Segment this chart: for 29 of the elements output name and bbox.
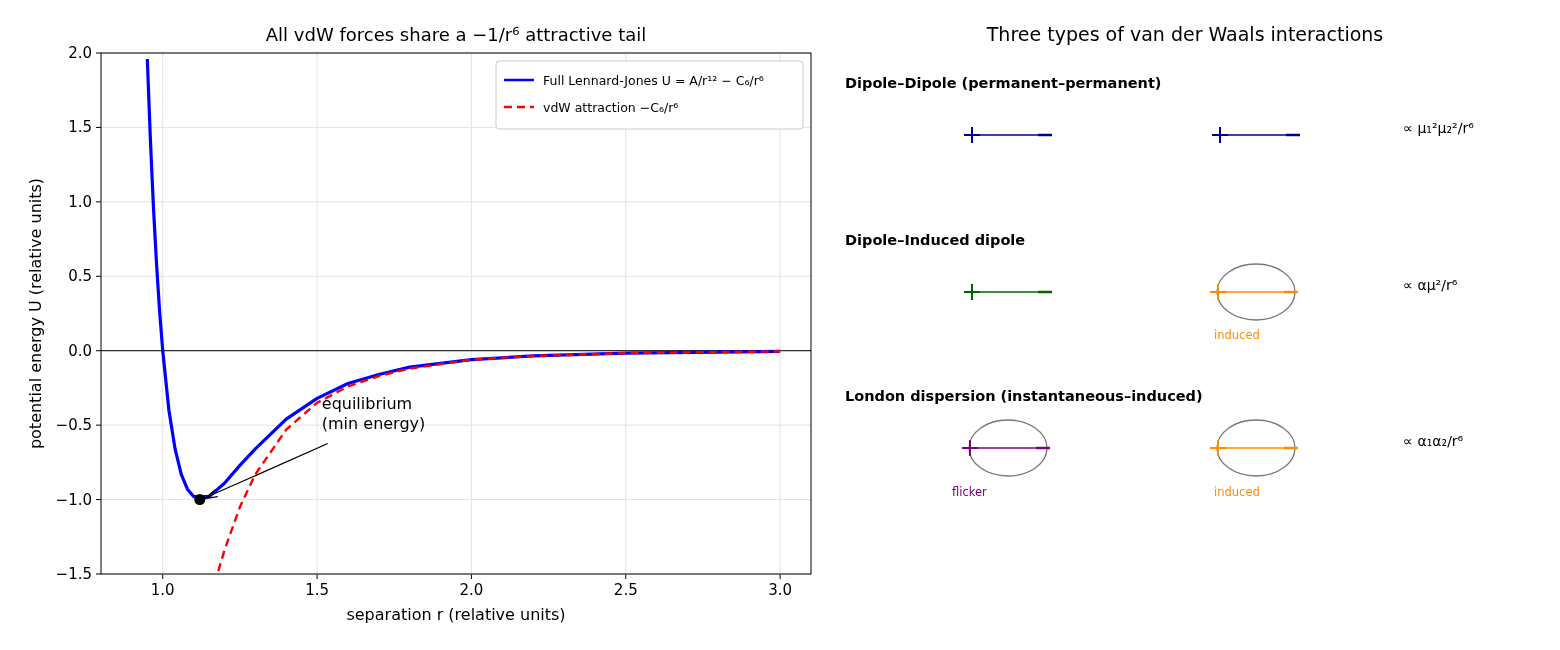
y-tick-label: −1.5 <box>55 565 92 583</box>
text: induced <box>1214 485 1260 499</box>
text: London dispersion (instantaneous–induced) <box>845 388 1203 404</box>
text: flicker <box>952 485 988 499</box>
y-tick-label: 1.5 <box>68 118 92 137</box>
x-tick-label: 1.5 <box>305 581 330 599</box>
text: induced <box>1214 328 1260 342</box>
text: ∝ α₁α₂/r⁶ <box>1403 433 1464 449</box>
chart-title: All vdW forces share a −1/r⁶ attractive tail <box>265 24 647 45</box>
text: Dipole–Induced dipole <box>845 232 1026 248</box>
text: ∝ αμ²/r⁶ <box>1403 277 1458 293</box>
y-tick-label: 0.5 <box>68 267 92 286</box>
y-tick-label: 2.0 <box>68 44 92 62</box>
y-tick-label: 1.0 <box>68 192 92 211</box>
x-tick-label: 1.0 <box>150 581 175 599</box>
x-tick-label: 2.0 <box>459 581 484 599</box>
legend-label: vdW attraction −C₆/r⁶ <box>543 100 679 115</box>
x-tick-label: 2.5 <box>613 581 638 599</box>
x-tick-label: 3.0 <box>768 581 793 599</box>
y-tick-label: −0.5 <box>55 416 92 435</box>
y-tick-label: 0.0 <box>68 341 92 360</box>
x-axis-title: separation r (relative units) <box>346 605 566 624</box>
annotation: equilibrium (min energy) <box>321 393 426 433</box>
y-tick-label: −1.0 <box>55 490 92 509</box>
text: Dipole–Dipole (permanent–permanent) <box>845 75 1162 91</box>
text: ∝ μ₁²μ₂²/r⁶ <box>1403 120 1475 136</box>
y-axis-title: potential energy U (relative units) <box>26 177 45 450</box>
legend-label: Full Lennard-Jones U = A/r¹² − C₆/r⁶ <box>543 73 764 88</box>
text: Three types of van der Waals interactions <box>985 23 1384 45</box>
